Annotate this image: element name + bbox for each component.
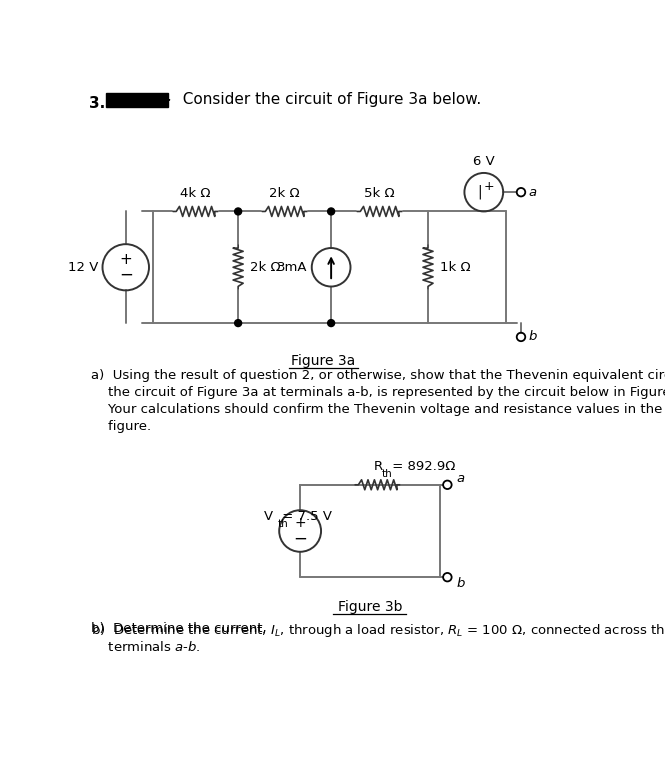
Text: Consider the circuit of Figure 3a below.: Consider the circuit of Figure 3a below. (173, 92, 481, 107)
Text: b)  Determine the current,: b) Determine the current, (91, 622, 271, 635)
Text: Figure 3a: Figure 3a (291, 354, 356, 368)
Text: b: b (529, 330, 537, 343)
Circle shape (328, 208, 334, 215)
Text: +: + (120, 252, 132, 267)
Text: +: + (484, 180, 495, 193)
Text: R: R (374, 460, 383, 473)
Text: th: th (382, 469, 392, 479)
Text: −: − (293, 530, 307, 548)
Text: Figure 3b: Figure 3b (338, 600, 402, 614)
Text: th: th (278, 519, 289, 529)
Text: b: b (457, 577, 465, 590)
Text: −: − (119, 266, 133, 284)
Text: 3mA: 3mA (277, 261, 308, 274)
Circle shape (235, 320, 241, 326)
Text: 2k Ω: 2k Ω (269, 187, 300, 200)
Text: 5k Ω: 5k Ω (364, 187, 395, 200)
Circle shape (328, 320, 334, 326)
Circle shape (235, 208, 241, 215)
Text: b)  Determine the current, $I_L$, through a load resistor, $R_L$ = 100 Ω, connec: b) Determine the current, $I_L$, through… (91, 622, 665, 638)
Text: Your calculations should confirm the Thevenin voltage and resistance values in t: Your calculations should confirm the The… (91, 403, 662, 416)
Text: 3.: 3. (89, 96, 106, 111)
Text: the circuit of Figure 3a at terminals a-b, is represented by the circuit below i: the circuit of Figure 3a at terminals a-… (91, 387, 665, 400)
Text: a: a (529, 186, 537, 199)
Text: 2k Ω: 2k Ω (250, 261, 281, 274)
Text: a)  Using the result of question 2, or otherwise, show that the Thevenin equival: a) Using the result of question 2, or ot… (91, 369, 665, 382)
Text: = 892.9Ω: = 892.9Ω (388, 460, 456, 473)
Text: = 7.5 V: = 7.5 V (278, 511, 332, 524)
Text: 12 V: 12 V (68, 261, 98, 274)
Text: a: a (457, 472, 465, 485)
Text: 6 V: 6 V (473, 154, 495, 167)
Text: 4k Ω: 4k Ω (180, 187, 211, 200)
Text: terminals $a$-$b$.: terminals $a$-$b$. (91, 639, 200, 654)
Text: figure.: figure. (91, 420, 151, 433)
Text: V: V (264, 511, 273, 524)
Text: +: + (295, 516, 306, 530)
Text: |: | (477, 185, 482, 199)
Text: 1k Ω: 1k Ω (440, 261, 470, 274)
FancyBboxPatch shape (106, 93, 168, 107)
